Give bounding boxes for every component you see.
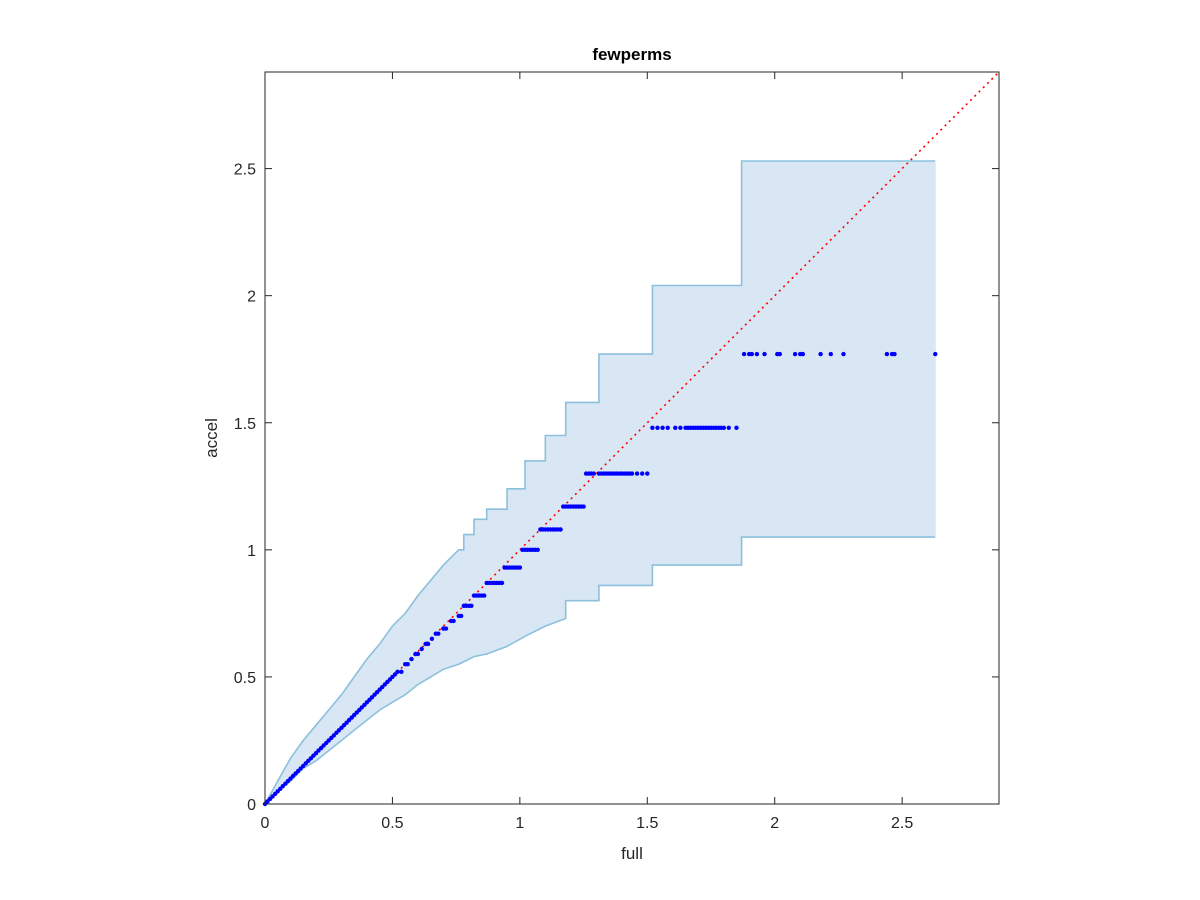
data-point bbox=[451, 618, 456, 624]
plot-area bbox=[262, 71, 1000, 807]
data-point bbox=[482, 593, 487, 598]
data-point bbox=[792, 351, 798, 357]
data-point bbox=[499, 580, 505, 586]
data-points-layer bbox=[262, 351, 938, 807]
data-point bbox=[469, 603, 474, 608]
data-point bbox=[591, 471, 596, 476]
data-point bbox=[892, 351, 897, 357]
x-tick-label: 2 bbox=[770, 815, 779, 832]
ticks-layer: 0 0.5 1 1.5 2 2.5 0 0.5 1 1.5 2 2.5 bbox=[234, 72, 999, 832]
y-tick-label: 0 bbox=[247, 797, 256, 814]
data-point bbox=[777, 351, 782, 357]
data-point bbox=[634, 471, 640, 476]
data-point bbox=[818, 351, 823, 357]
y-tick-label: 0.5 bbox=[234, 670, 256, 687]
confidence-band-fill bbox=[265, 161, 936, 804]
x-tick-label: 0.5 bbox=[381, 815, 403, 832]
y-tick-label: 2 bbox=[247, 289, 256, 306]
data-point bbox=[558, 527, 563, 532]
data-point bbox=[415, 651, 421, 657]
confidence-band-layer bbox=[264, 160, 936, 805]
data-point bbox=[800, 351, 805, 357]
data-point bbox=[828, 351, 833, 357]
axes-box bbox=[264, 71, 1000, 805]
data-point bbox=[419, 646, 424, 652]
y-axis-label: accel bbox=[202, 418, 221, 458]
data-point bbox=[535, 547, 540, 552]
x-tick-label: 1 bbox=[515, 815, 524, 832]
data-point bbox=[660, 425, 665, 430]
confidence-band-upper-line bbox=[264, 160, 936, 805]
x-tick-label: 1.5 bbox=[636, 815, 658, 832]
data-point bbox=[734, 425, 739, 430]
data-point bbox=[425, 641, 431, 647]
data-point bbox=[629, 471, 635, 476]
data-point bbox=[640, 471, 645, 476]
data-point bbox=[645, 471, 650, 476]
x-axis-label: full bbox=[621, 844, 643, 863]
data-point bbox=[459, 613, 464, 619]
data-point bbox=[405, 662, 410, 667]
data-point bbox=[726, 425, 731, 430]
data-point bbox=[399, 669, 404, 674]
data-point bbox=[665, 425, 670, 430]
chart-title: fewperms bbox=[592, 45, 671, 64]
data-point bbox=[581, 504, 586, 509]
data-point bbox=[721, 425, 726, 430]
x-tick-label: 0 bbox=[261, 815, 270, 832]
y-tick-label: 2.5 bbox=[234, 162, 256, 179]
data-point bbox=[933, 351, 938, 357]
confidence-band-lower-line bbox=[264, 536, 936, 805]
data-point bbox=[762, 351, 767, 357]
data-point bbox=[650, 425, 655, 430]
data-point bbox=[517, 565, 523, 570]
data-point bbox=[754, 351, 760, 357]
data-point bbox=[655, 425, 660, 430]
data-point bbox=[436, 631, 441, 636]
data-point bbox=[884, 351, 890, 357]
data-point bbox=[678, 425, 683, 430]
y-tick-label: 1.5 bbox=[234, 416, 256, 433]
data-point bbox=[429, 636, 435, 641]
x-tick-label: 2.5 bbox=[891, 815, 913, 832]
y-tick-label: 1 bbox=[247, 543, 256, 560]
data-point bbox=[395, 669, 400, 674]
data-point bbox=[749, 351, 754, 357]
data-point bbox=[409, 656, 414, 662]
data-point bbox=[841, 351, 846, 357]
data-point bbox=[673, 425, 678, 430]
data-point bbox=[741, 351, 747, 357]
data-point bbox=[443, 626, 449, 631]
